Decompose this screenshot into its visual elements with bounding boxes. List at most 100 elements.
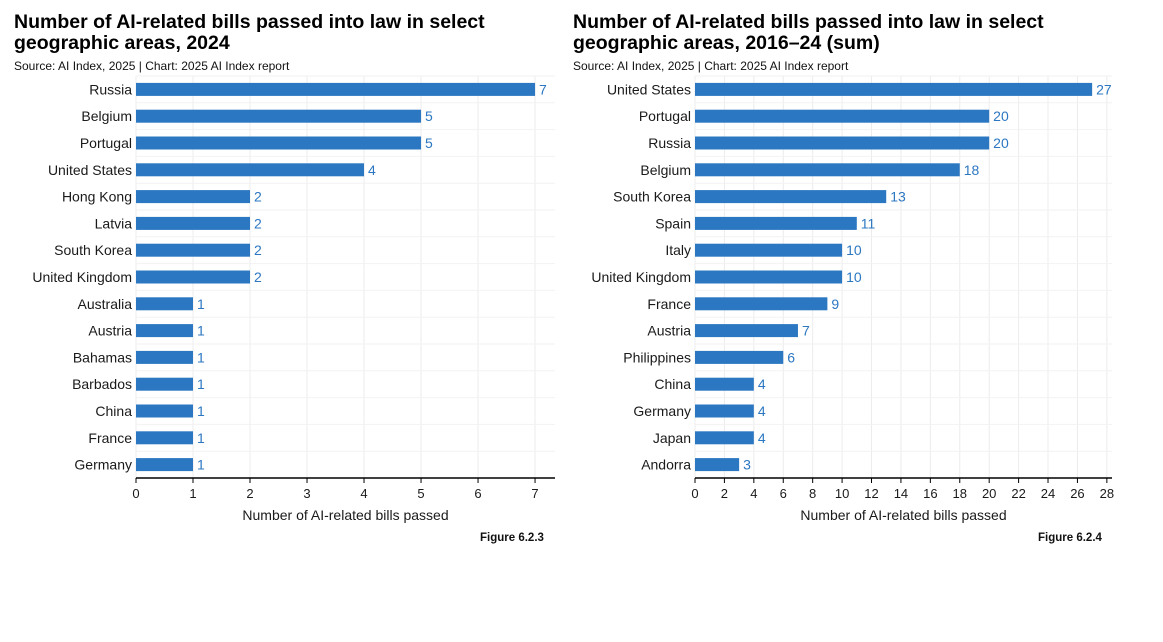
- x-tick-label: 14: [894, 486, 908, 501]
- chart-title-line-2: geographic areas, 2016–24 (sum): [573, 32, 880, 54]
- bar: [136, 82, 536, 96]
- chart-title-line-1: Number of AI-related bills passed into l…: [14, 11, 485, 33]
- x-tick-label: 0: [132, 486, 139, 501]
- bar: [136, 136, 422, 150]
- bar: [695, 243, 843, 257]
- chart-source: Source: AI Index, 2025 | Chart: 2025 AI …: [14, 59, 290, 73]
- x-tick-label: 24: [1041, 486, 1055, 501]
- data-label: 1: [197, 349, 205, 365]
- category-label: Latvia: [95, 215, 133, 231]
- category-label: Bahamas: [73, 349, 132, 365]
- data-label: 1: [197, 323, 205, 339]
- data-label: 7: [802, 323, 810, 339]
- x-tick-label: 16: [923, 486, 937, 501]
- data-label: 13: [890, 189, 906, 205]
- x-tick-label: 26: [1070, 486, 1084, 501]
- bar: [695, 109, 990, 123]
- bar: [136, 163, 365, 177]
- data-label: 7: [539, 81, 547, 97]
- data-label: 4: [758, 430, 766, 446]
- bar: [695, 297, 828, 311]
- data-label: 18: [964, 162, 980, 178]
- category-label: France: [647, 296, 691, 312]
- bar: [136, 243, 251, 257]
- category-label: Austria: [88, 323, 132, 339]
- category-label: Philippines: [623, 349, 691, 365]
- x-tick-label: 6: [474, 486, 481, 501]
- category-label: Andorra: [641, 457, 691, 473]
- x-tick-label: 3: [303, 486, 310, 501]
- figure-label: Figure 6.2.4: [1038, 532, 1102, 544]
- bar: [695, 404, 754, 418]
- data-label: 10: [846, 269, 862, 285]
- bar-chart-2024: Russia 7 Belgium 5 Portugal 5 United States 4 Ho…: [32, 75, 555, 523]
- data-label: 5: [425, 135, 433, 151]
- bar: [695, 350, 784, 364]
- bar: [695, 190, 887, 204]
- bar: [695, 82, 1093, 96]
- chart-panel-2024: Number of AI-related bills passed into l…: [0, 0, 570, 642]
- bar: [695, 163, 960, 177]
- category-label: Germany: [633, 403, 691, 419]
- x-tick-label: 4: [750, 486, 757, 501]
- bar: [695, 270, 843, 284]
- bar: [136, 377, 194, 391]
- bar: [136, 216, 251, 230]
- chart-title-line-1: Number of AI-related bills passed into l…: [573, 11, 1044, 33]
- x-tick-label: 6: [780, 486, 787, 501]
- data-label: 5: [425, 108, 433, 124]
- x-tick-label: 20: [982, 486, 996, 501]
- category-label: Russia: [648, 135, 691, 151]
- bar: [695, 377, 754, 391]
- chart-source: Source: AI Index, 2025 | Chart: 2025 AI …: [573, 59, 849, 73]
- data-label: 4: [758, 376, 766, 392]
- x-tick-label: 1: [189, 486, 196, 501]
- category-label: United Kingdom: [591, 269, 691, 285]
- category-label: Spain: [655, 215, 691, 231]
- x-tick-label: 0: [691, 486, 698, 501]
- category-label: Russia: [89, 81, 132, 97]
- bar: [136, 109, 422, 123]
- category-label: Italy: [665, 242, 691, 258]
- category-label: United States: [48, 162, 132, 178]
- figure-label: Figure 6.2.3: [480, 532, 544, 544]
- category-label: Japan: [653, 430, 691, 446]
- data-label: 10: [846, 242, 862, 258]
- data-label: 2: [254, 242, 262, 258]
- data-label: 1: [197, 296, 205, 312]
- category-label: Austria: [647, 323, 691, 339]
- data-label: 1: [197, 457, 205, 473]
- chart-title-line-2: geographic areas, 2024: [14, 32, 230, 54]
- bar: [136, 297, 194, 311]
- data-label: 1: [197, 376, 205, 392]
- category-label: Portugal: [639, 108, 691, 124]
- bar: [695, 458, 740, 472]
- bar: [695, 431, 754, 445]
- data-label: 2: [254, 269, 262, 285]
- data-label: 4: [368, 162, 376, 178]
- category-label: Belgium: [81, 108, 132, 124]
- x-axis-title: Number of AI-related bills passed: [242, 507, 448, 523]
- data-label: 4: [758, 403, 766, 419]
- bar: [695, 216, 857, 230]
- category-label: China: [95, 403, 132, 419]
- category-label: Barbados: [72, 376, 132, 392]
- chart-title: Number of AI-related bills passed into l…: [573, 12, 1044, 54]
- x-tick-label: 10: [835, 486, 849, 501]
- category-label: Hong Kong: [62, 189, 132, 205]
- data-label: 3: [743, 457, 751, 473]
- category-label: Portugal: [80, 135, 132, 151]
- data-label: 27: [1096, 81, 1112, 97]
- bar: [136, 190, 251, 204]
- data-label: 20: [993, 108, 1009, 124]
- data-label: 1: [197, 403, 205, 419]
- x-tick-label: 4: [360, 486, 367, 501]
- category-label: South Korea: [54, 242, 132, 258]
- category-label: United States: [607, 81, 691, 97]
- bar: [136, 350, 194, 364]
- chart-title: Number of AI-related bills passed into l…: [14, 12, 485, 54]
- category-label: Germany: [74, 457, 132, 473]
- x-tick-label: 12: [864, 486, 878, 501]
- data-label: 9: [831, 296, 839, 312]
- chart-panel-2016-24: Number of AI-related bills passed into l…: [570, 0, 1163, 642]
